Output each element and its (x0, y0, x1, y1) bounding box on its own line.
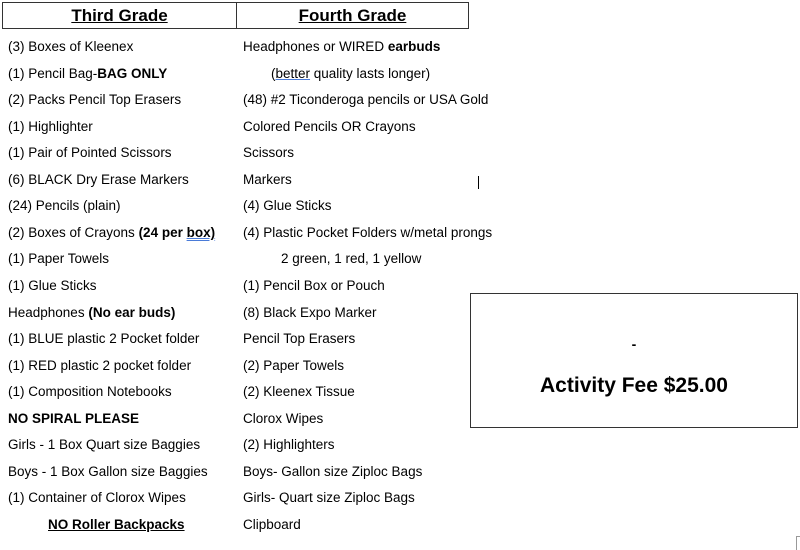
item-text: quality lasts longer) (310, 65, 431, 81)
third-grade-item: Girls - 1 Box Quart size Baggies (8, 437, 200, 453)
item-text: (1) Composition Notebooks (8, 384, 172, 400)
third-grade-item: (2) Packs Pencil Top Erasers (8, 92, 181, 108)
item-text: (2) Paper Towels (243, 357, 345, 373)
item-text: Girls - 1 Box Quart size Baggies (8, 437, 201, 453)
item-text: (1) Pair of Pointed Scissors (8, 145, 172, 161)
fourth-grade-item: Clorox Wipes (243, 411, 323, 427)
item-text: (1) RED plastic 2 pocket folder (8, 357, 192, 373)
fourth-grade-item: Pencil Top Erasers (243, 331, 355, 347)
item-text: box) (186, 224, 216, 240)
fourth-grade-item: Boys- Gallon size Ziploc Bags (243, 464, 422, 480)
item-text: Clorox Wipes (243, 410, 324, 426)
third-grade-item: (1) Glue Sticks (8, 278, 97, 294)
item-text: 2 green, 1 red, 1 yellow (281, 251, 422, 267)
third-grade-item: (1) Pair of Pointed Scissors (8, 145, 172, 161)
item-text: (4) Glue Sticks (243, 198, 332, 214)
third-grade-heading: Third Grade (3, 3, 237, 28)
item-text: (1) Pencil Bag- (8, 65, 98, 81)
fourth-grade-item: (2) Kleenex Tissue (243, 384, 355, 400)
fourth-grade-item: 2 green, 1 red, 1 yellow (281, 251, 421, 267)
third-grade-item: (1) Container of Clorox Wipes (8, 490, 186, 506)
item-text: Boys- Gallon size Ziploc Bags (243, 463, 423, 479)
item-text: (24) Pencils (plain) (8, 198, 121, 214)
item-text: (3) Boxes of Kleenex (8, 39, 134, 54)
third-grade-item: (1) Pencil Bag-BAG ONLY (8, 66, 167, 82)
item-text: (2) Highlighters (243, 437, 335, 453)
fourth-grade-item: Colored Pencils OR Crayons (243, 119, 416, 135)
fourth-grade-item: (2) Highlighters (243, 437, 335, 453)
item-text: (48) #2 Ticonderoga pencils or USA Gold (243, 92, 489, 108)
fourth-grade-item: Headphones or WIRED earbuds (243, 39, 440, 55)
third-grade-item: (1) RED plastic 2 pocket folder (8, 358, 191, 374)
third-grade-item: (1) Highlighter (8, 119, 93, 135)
item-text: (1) Pencil Box or Pouch (243, 277, 385, 293)
item-text: (8) Black Expo Marker (243, 304, 377, 320)
third-grade-item: (6) BLACK Dry Erase Markers (8, 172, 189, 188)
item-text: earbuds (387, 39, 441, 54)
fourth-grade-item: (2) Paper Towels (243, 358, 344, 374)
third-grade-item: NO Roller Backpacks (48, 517, 185, 533)
fee-dash: - (631, 336, 637, 352)
third-grade-item: (24) Pencils (plain) (8, 198, 121, 214)
item-text: Scissors (243, 145, 295, 161)
item-text: (1) BLUE plastic 2 Pocket folder (8, 331, 200, 347)
fourth-grade-item: (better quality lasts longer) (271, 66, 430, 82)
fourth-grade-item: (4) Plastic Pocket Folders w/metal prong… (243, 225, 492, 241)
fourth-grade-item: (8) Black Expo Marker (243, 305, 377, 321)
fourth-grade-heading: Fourth Grade (298, 6, 407, 25)
item-text: (No ear buds) (88, 304, 176, 320)
item-text: (1) Paper Towels (8, 251, 110, 267)
third-grade-item: Headphones (No ear buds) (8, 305, 175, 321)
item-text: Markers (243, 171, 292, 187)
item-text: (2) Boxes of Crayons (8, 224, 139, 240)
item-text: NO SPIRAL PLEASE (8, 410, 140, 426)
grade-header-table: Third Grade Fourth Grade (2, 2, 469, 29)
third-grade-item: (2) Boxes of Crayons (24 per box) (8, 225, 215, 241)
item-text: BAG ONLY (97, 65, 168, 81)
item-text: Clipboard (243, 516, 301, 532)
fourth-grade-item: Clipboard (243, 517, 301, 533)
third-grade-item: NO SPIRAL PLEASE (8, 411, 139, 427)
item-text: (6) BLACK Dry Erase Markers (8, 171, 189, 187)
fourth-grade-item: (1) Pencil Box or Pouch (243, 278, 385, 294)
page-corner-mark (796, 536, 800, 550)
item-text: Pencil Top Erasers (243, 331, 356, 347)
item-text: (4) Plastic Pocket Folders w/metal prong… (243, 224, 493, 240)
fourth-grade-item: Scissors (243, 145, 294, 161)
third-grade-item: Boys - 1 Box Gallon size Baggies (8, 464, 208, 480)
third-grade-item: (1) BLUE plastic 2 Pocket folder (8, 331, 199, 347)
item-text: Boys - 1 Box Gallon size Baggies (8, 463, 208, 479)
item-text: (2) Kleenex Tissue (243, 384, 355, 400)
item-text: (2) Packs Pencil Top Erasers (8, 92, 182, 108)
item-text: Girls- Quart size Ziploc Bags (243, 490, 415, 506)
item-text: better (275, 65, 311, 81)
item-text: (1) Glue Sticks (8, 277, 97, 293)
text-cursor (478, 176, 479, 189)
item-text: (1) Highlighter (8, 118, 93, 134)
fourth-grade-item: (4) Glue Sticks (243, 198, 332, 214)
item-text: (1) Container of Clorox Wipes (8, 490, 186, 506)
third-grade-item: (3) Boxes of Kleenex (8, 39, 133, 55)
item-text: Colored Pencils OR Crayons (243, 118, 416, 134)
fourth-grade-item: (48) #2 Ticonderoga pencils or USA Gold (243, 92, 488, 108)
activity-fee-text: Activity Fee $25.00 (540, 374, 728, 397)
item-text: ( (271, 65, 276, 81)
item-text: Headphones (8, 304, 89, 320)
item-text: (24 per (138, 224, 187, 240)
item-text: Headphones or WIRED (243, 39, 388, 54)
third-grade-item: (1) Composition Notebooks (8, 384, 172, 400)
activity-fee-box: - Activity Fee $25.00 (470, 293, 798, 428)
fourth-grade-item: Girls- Quart size Ziploc Bags (243, 490, 415, 506)
item-text: NO Roller Backpacks (48, 516, 185, 532)
third-grade-item: (1) Paper Towels (8, 251, 109, 267)
fourth-grade-item: Markers (243, 172, 292, 188)
